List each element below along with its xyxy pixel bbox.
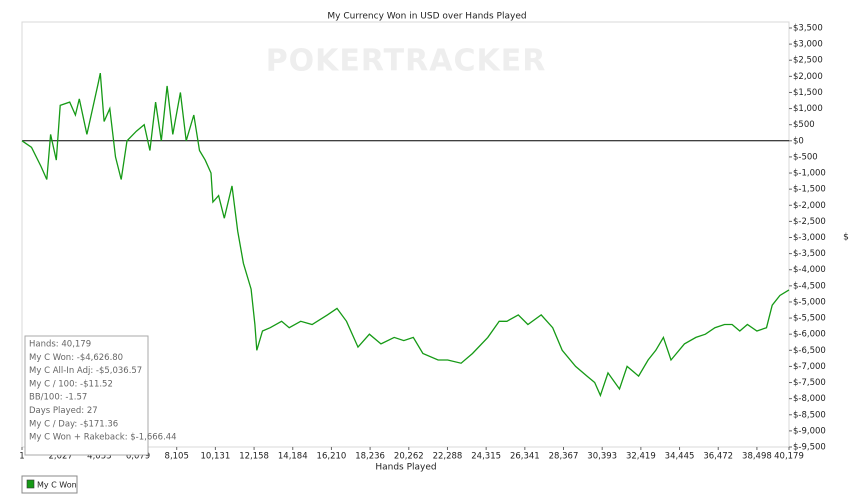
y-tick-label: $-1,500 (793, 185, 826, 195)
y-tick-label: $-3,500 (793, 249, 826, 259)
y-tick-label: $-6,500 (793, 346, 826, 356)
y-tick-label: $500 (793, 120, 815, 130)
y-tick-label: $3,000 (793, 40, 823, 50)
legend-label: My C Won (37, 481, 77, 490)
y-tick-label: $-7,500 (793, 378, 826, 388)
y-tick-label: $-2,500 (793, 217, 826, 227)
x-tick-label: 38,498 (742, 452, 772, 462)
stats-line: My C / 100: -$11.52 (29, 379, 113, 389)
y-tick-label: $-7,000 (793, 362, 826, 372)
plot-frame (21, 21, 790, 448)
y-tick-label: $-2,000 (793, 201, 826, 211)
x-axis-label: Hands Played (375, 463, 436, 473)
x-tick-label: 36,472 (703, 452, 733, 462)
line-series (21, 72, 790, 398)
stats-line: My C Won: -$4,626.80 (29, 353, 123, 363)
y-tick-label: $-8,500 (793, 410, 826, 420)
x-tick-label: 12,158 (239, 452, 269, 462)
y-tick-label: $-4,500 (793, 281, 826, 291)
y-tick-label: $-6,000 (793, 330, 826, 340)
x-tick-label: 30,393 (587, 452, 617, 462)
y-tick-label: $2,500 (793, 56, 823, 66)
watermark: POKERTRACKER (266, 44, 547, 79)
x-tick-label: 32,419 (626, 452, 656, 462)
y-tick-label: $-9,000 (793, 426, 826, 436)
y-tick-label: $3,500 (793, 24, 823, 34)
stats-frame (24, 335, 149, 456)
x-tick-label: 10,131 (201, 452, 231, 462)
legend-swatch (26, 479, 35, 489)
y-tick-label: $-500 (793, 152, 818, 162)
x-tick-label: 28,367 (549, 452, 579, 462)
x-tick-label: 8,105 (165, 452, 189, 462)
y-tick-label: $-8,000 (793, 394, 826, 404)
x-tick-label: 16,210 (317, 452, 347, 462)
y-tick-label: $-5,000 (793, 297, 826, 307)
x-tick-label: 14,184 (278, 452, 308, 462)
x-tick-label: 18,236 (355, 452, 385, 462)
x-tick-label: 20,262 (394, 452, 424, 462)
stats-line: Hands: 40,179 (29, 340, 91, 350)
x-tick-label: 22,288 (433, 452, 463, 462)
stats-box: Hands: 40,179 My C Won: -$4,626.80 My C Al… (24, 335, 177, 456)
legend: My C Won (21, 475, 78, 494)
x-tick-label: 2,027 (49, 452, 73, 462)
stats-line: Days Played: 27 (29, 406, 98, 416)
stats-line: BB/100: -1.57 (29, 393, 87, 403)
x-tick-label: 1 (19, 452, 24, 462)
y-tick-label: $-5,500 (793, 314, 826, 324)
x-tick-label: 4,053 (87, 452, 111, 462)
y-tick-label: $1,000 (793, 104, 823, 114)
x-tick-label: 40,179 (774, 452, 804, 462)
chart-title: My Currency Won in USD over Hands Played (327, 12, 526, 22)
y-axis-label: $ (843, 233, 849, 243)
stats-line: My C All-In Adj: -$5,036.57 (29, 366, 142, 376)
y-tick-label: $2,000 (793, 72, 823, 82)
y-tick-label: $-9,500 (793, 443, 826, 453)
x-tick-label: 24,315 (471, 452, 501, 462)
y-tick-label: $-4,000 (793, 265, 826, 275)
y-tick-label: $-3,000 (793, 233, 826, 243)
y-tick-label: $1,500 (793, 88, 823, 98)
x-tick-label: 26,341 (510, 452, 540, 462)
x-tick-label: 34,445 (665, 452, 695, 462)
stats-line: My C / Day: -$171.36 (29, 419, 118, 429)
stats-line: My C Won + Rakeback: $-1,666.44 (29, 433, 177, 443)
x-tick-label: 6,079 (126, 452, 150, 462)
y-tick-label: $0 (793, 136, 804, 146)
legend-frame (21, 475, 78, 494)
y-tick-label: $-1,000 (793, 169, 826, 179)
